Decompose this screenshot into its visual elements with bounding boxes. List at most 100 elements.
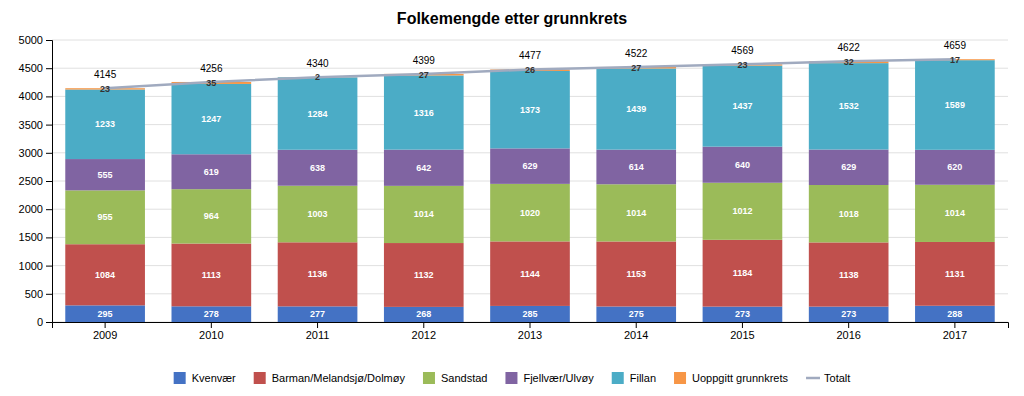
- legend-swatch: [674, 372, 686, 384]
- bar: [915, 150, 995, 185]
- tick-label: 2500: [19, 175, 43, 187]
- segment-label: 1014: [945, 208, 965, 218]
- legend-label: Totalt: [824, 372, 850, 384]
- bar: [915, 185, 995, 242]
- legend-label: Uoppgitt grunnkrets: [692, 372, 788, 384]
- y-tick: 3000: [19, 147, 52, 159]
- total-label: 4569: [731, 45, 754, 56]
- tick-label: 2015: [730, 329, 754, 341]
- tick-label: 2009: [93, 329, 117, 341]
- legend-label: Fjellvær/Ulvøy: [523, 372, 594, 384]
- total-label: 4622: [838, 42, 861, 53]
- segment-label: 1020: [520, 208, 540, 218]
- y-tick: 0: [37, 316, 52, 328]
- segment-label: 619: [204, 167, 219, 177]
- legend-swatch: [505, 372, 517, 384]
- bar: [703, 66, 783, 147]
- bar: [596, 68, 676, 149]
- y-tick: 4500: [19, 62, 52, 74]
- data-labels: 2952782772682852752732732881084111311361…: [94, 40, 966, 319]
- tick-label: 4500: [19, 62, 43, 74]
- tick-label: 1500: [19, 231, 43, 243]
- tick-label: 0: [37, 316, 43, 328]
- x-tick: 2014: [624, 322, 648, 341]
- y-tick: 1500: [19, 231, 52, 243]
- segment-label: 288: [947, 309, 962, 319]
- tick-label: 2013: [518, 329, 542, 341]
- marks: [65, 59, 994, 322]
- segment-label: 640: [735, 160, 750, 170]
- segment-label: 23: [100, 84, 110, 94]
- segment-label: 638: [310, 163, 325, 173]
- segment-label: 27: [631, 63, 641, 73]
- segment-label: 35: [206, 78, 216, 88]
- segment-label: 1131: [945, 269, 965, 279]
- bar: [596, 241, 676, 306]
- tick-mark: [46, 68, 52, 69]
- segment-label: 629: [841, 162, 856, 172]
- x-tick: 2009: [93, 322, 117, 341]
- x-tick: 2016: [836, 322, 860, 341]
- segment-label: 614: [629, 162, 644, 172]
- bar: [809, 150, 889, 185]
- bar: [596, 150, 676, 185]
- tick-label: 2010: [199, 329, 223, 341]
- bar: [172, 244, 252, 307]
- bar: [915, 306, 995, 322]
- legend-item: Fjellvær/Ulvøy: [505, 372, 594, 384]
- grid-line: [52, 40, 1008, 41]
- legend-item: Barman/Melandsjø/Dolmøy: [254, 372, 406, 384]
- tick-label: 2014: [624, 329, 648, 341]
- tick-label: 2016: [836, 329, 860, 341]
- total-label: 4399: [413, 55, 436, 66]
- bar: [172, 189, 252, 243]
- segment-label: 295: [98, 309, 113, 319]
- legend-item: Kvenvær: [174, 372, 236, 384]
- segment-label: 642: [416, 163, 431, 173]
- segment-label: 629: [522, 161, 537, 171]
- bar: [65, 244, 145, 305]
- segment-label: 1284: [308, 109, 328, 119]
- bar: [278, 77, 358, 149]
- tick-mark: [46, 153, 52, 154]
- bar: [172, 306, 252, 322]
- axis-line: [46, 41, 53, 323]
- segment-label: 955: [98, 212, 113, 222]
- total-label: 4522: [625, 48, 648, 59]
- segment-label: 1113: [202, 270, 221, 280]
- tick-mark: [46, 125, 52, 126]
- tick-mark: [46, 322, 52, 323]
- bar: [384, 150, 464, 186]
- tick-mark: [742, 322, 743, 328]
- y-axis: 0500100015002000250030003500400045005000: [19, 34, 53, 328]
- segment-label: 1018: [839, 209, 859, 219]
- y-tick: 3500: [19, 119, 52, 131]
- legend-swatch: [174, 372, 186, 384]
- tick-mark: [423, 322, 424, 328]
- bar: [384, 307, 464, 322]
- tick-mark: [46, 266, 52, 267]
- legend-swatch: [612, 372, 624, 384]
- tick-label: 4000: [19, 90, 43, 102]
- segment-label: 275: [629, 309, 644, 319]
- x-tick: 2013: [518, 322, 542, 341]
- tick-mark: [848, 322, 849, 328]
- chart: Folkemengde etter grunnkrets295278277268…: [0, 0, 1024, 396]
- segment-label: 17: [950, 55, 960, 65]
- tick-mark: [46, 96, 52, 97]
- total-label: 4659: [944, 40, 967, 51]
- tick-mark: [636, 322, 637, 328]
- segment-label: 1014: [414, 209, 434, 219]
- y-tick: 2000: [19, 203, 52, 215]
- segment-label: 1373: [520, 105, 540, 115]
- axis-line: [53, 323, 1009, 329]
- legend-item: Totalt: [806, 372, 850, 384]
- segment-label: 1233: [95, 119, 115, 129]
- bar: [172, 154, 252, 189]
- legend-item: Sandstad: [423, 372, 487, 384]
- x-tick: 2017: [943, 322, 967, 341]
- legend-label: Barman/Melandsjø/Dolmøy: [272, 372, 406, 384]
- tick-mark: [317, 322, 318, 328]
- segment-label: 1316: [414, 108, 434, 118]
- tick-label: 2012: [412, 329, 436, 341]
